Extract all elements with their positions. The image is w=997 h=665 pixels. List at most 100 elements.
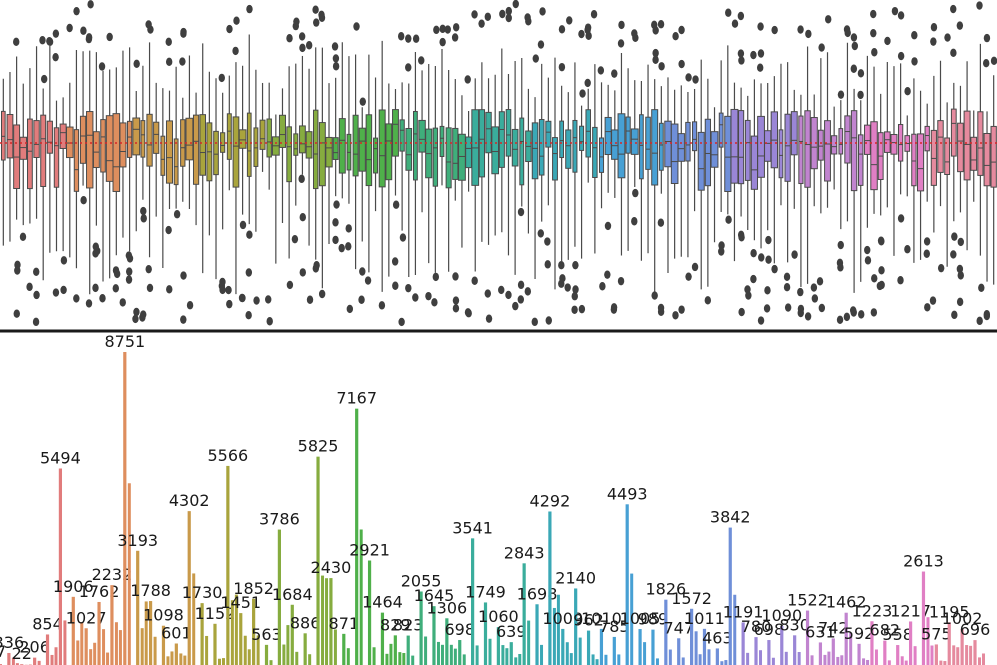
box-body (458, 133, 466, 181)
box-outlier (439, 24, 446, 34)
box-body (185, 117, 194, 161)
box-group (976, 1, 985, 326)
bar (771, 657, 775, 665)
box-outlier (811, 294, 819, 303)
box-outlier (126, 267, 133, 276)
box-outlier (464, 75, 471, 84)
bar (325, 578, 329, 665)
box-outlier (186, 301, 194, 310)
box-outlier (750, 274, 757, 284)
box-outlier (133, 307, 140, 317)
bar (153, 636, 157, 665)
box-outlier (738, 233, 745, 242)
box-outlier (412, 34, 420, 43)
box-body (611, 129, 619, 160)
box-outlier (66, 23, 73, 33)
bar (655, 658, 659, 665)
box-outlier (911, 57, 918, 66)
box-outlier (166, 285, 173, 294)
bar-group: 854 (32, 614, 63, 665)
box-outlier (837, 240, 844, 250)
box-body (399, 119, 405, 152)
bar-group: 886 (290, 613, 321, 665)
bar (870, 621, 874, 665)
box-outlier (923, 249, 930, 258)
box-outlier (725, 8, 732, 17)
box-outlier (332, 218, 339, 227)
box-group (225, 24, 233, 309)
bar (518, 653, 522, 665)
box-body (670, 123, 679, 185)
box-group (923, 103, 931, 312)
box-outlier (85, 299, 93, 308)
bar (780, 626, 784, 665)
box-group (19, 83, 28, 241)
bar (810, 655, 814, 665)
bar-value-label: 1762 (79, 582, 120, 601)
box-outlier (140, 206, 147, 216)
bar (264, 644, 269, 665)
box-group (206, 71, 213, 236)
box-group (737, 11, 745, 317)
box-outlier (651, 20, 658, 30)
bar-group: 1009 (542, 609, 583, 665)
box-outlier (544, 237, 551, 246)
bar-value-label: 989 (638, 610, 669, 629)
box-group (218, 73, 226, 295)
box-body (937, 120, 944, 173)
box-body (983, 132, 991, 187)
bar (698, 654, 702, 665)
box-outlier (956, 264, 964, 274)
box-outlier (444, 25, 451, 34)
box-group (478, 19, 486, 242)
box-outlier (353, 22, 360, 31)
box-body (790, 111, 798, 156)
box-outlier (884, 36, 891, 46)
box-group (6, 72, 14, 242)
bar-value-label: 1749 (465, 582, 506, 601)
box-outlier (771, 264, 778, 274)
box-group (464, 75, 473, 318)
bar (411, 655, 415, 665)
bar (862, 658, 866, 665)
bar (385, 653, 389, 665)
bar (707, 649, 711, 665)
box-outlier (950, 48, 957, 58)
box-outlier (39, 36, 46, 45)
box-group (32, 46, 40, 327)
box-outlier (976, 1, 983, 10)
box-group (165, 37, 174, 294)
box-body (950, 108, 957, 157)
bar (45, 634, 50, 665)
box-outlier (797, 304, 805, 314)
bar (475, 645, 479, 665)
bar (643, 642, 647, 665)
bar-group: 1002 (942, 609, 982, 665)
bar (187, 511, 191, 665)
box-outlier (471, 10, 478, 19)
box-group (657, 20, 665, 316)
bar-group: 1191 (723, 602, 763, 665)
box-outlier (33, 267, 40, 276)
box-outlier (850, 33, 858, 42)
bar-group: 1852 (233, 579, 274, 665)
box-outlier (810, 283, 818, 292)
box-body (232, 116, 240, 188)
box-outlier (505, 290, 512, 300)
box-outlier (617, 39, 625, 48)
box-outlier (765, 255, 772, 264)
box-group (691, 75, 699, 272)
bar (393, 635, 397, 665)
box-body (418, 119, 426, 153)
bar-value-label: 3842 (710, 508, 751, 527)
bar (849, 632, 853, 665)
bar (200, 603, 204, 665)
box-group (963, 61, 971, 251)
box-outlier (112, 284, 119, 293)
box-outlier (599, 282, 606, 291)
bar (50, 654, 54, 665)
box-outlier (937, 263, 945, 273)
box-group (451, 23, 460, 313)
bar-value-label: 2921 (349, 541, 390, 560)
bar-value-label: 886 (290, 613, 321, 632)
